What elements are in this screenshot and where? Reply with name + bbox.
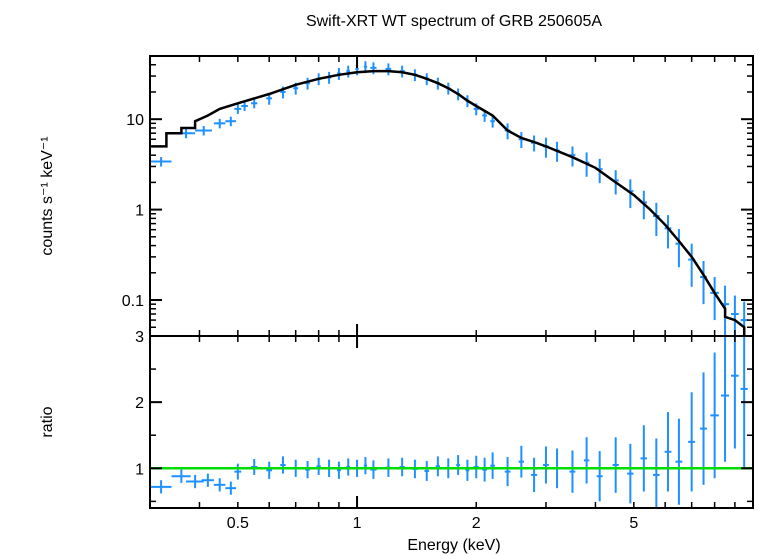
ratio-data-point xyxy=(363,457,368,475)
ratio-data-point xyxy=(399,457,405,477)
y-tick-label: 1 xyxy=(135,203,144,220)
ratio-data-point xyxy=(251,459,258,475)
spectrum-data-point xyxy=(688,243,696,287)
ratio-data-point xyxy=(424,461,430,481)
ratio-data-point xyxy=(234,463,242,480)
spectrum-data-point xyxy=(241,101,248,112)
ratio-data-point xyxy=(731,336,739,449)
ratio-plot-frame xyxy=(149,335,754,509)
ratio-data-point xyxy=(700,372,707,485)
ratio-data-point xyxy=(596,451,603,502)
ratio-data-point xyxy=(664,412,672,492)
spectrum-data-point xyxy=(234,104,242,114)
spectrum-plot-frame xyxy=(149,55,754,337)
ratio-data-point xyxy=(266,461,273,479)
spectrum-y-axis-label: counts s⁻¹ keV⁻¹ xyxy=(39,136,56,255)
x-tick-label: 1 xyxy=(353,515,362,532)
x-tick-label: 0.5 xyxy=(227,515,249,532)
y-tick-label: 0.1 xyxy=(122,293,144,310)
x-axis-label: Energy (keV) xyxy=(407,537,500,554)
ratio-data-point xyxy=(280,456,286,474)
spectrum-data-point xyxy=(305,77,310,90)
ratio-data-point xyxy=(456,455,461,475)
ratio-data-point xyxy=(186,474,204,489)
chart-title: Swift-XRT WT spectrum of GRB 250605A xyxy=(306,13,602,30)
ratio-data-point xyxy=(171,469,191,483)
model-curve xyxy=(150,69,746,336)
ratio-data-point xyxy=(518,445,524,478)
ratio-data-point xyxy=(213,478,226,492)
spectrum-data-point xyxy=(346,65,351,78)
spectrum-data-point xyxy=(150,157,172,167)
ratio-data-point xyxy=(530,457,538,493)
spectrum-data-point xyxy=(490,115,495,128)
ratio-data-point xyxy=(504,457,511,487)
ratio-data-point xyxy=(652,438,660,508)
spectrum-data-layer xyxy=(150,61,748,336)
ratio-data-point xyxy=(473,455,479,479)
spectrum-panel: 10 1 0.1 counts s⁻¹ keV⁻¹ xyxy=(39,55,754,337)
spectrum-data-point xyxy=(251,98,258,109)
ratio-data-point xyxy=(201,473,214,487)
x-tick-label: 2 xyxy=(472,515,481,532)
ratio-y-tick-label: 3 xyxy=(135,329,144,346)
ratio-data-point xyxy=(543,446,549,484)
spectrum-data-point xyxy=(385,63,392,76)
ratio-data-point xyxy=(435,456,440,477)
spectrum-data-point xyxy=(518,132,524,149)
ratio-data-point xyxy=(305,461,310,479)
ratio-data-point xyxy=(225,481,237,495)
ratio-data-point xyxy=(569,450,576,493)
spectrum-data-point xyxy=(675,229,683,268)
ratio-y-axis-label: ratio xyxy=(39,406,56,437)
ratio-data-point xyxy=(482,457,488,482)
ratio-data-layer xyxy=(150,336,753,508)
ratio-data-point xyxy=(316,457,321,475)
ratio-data-point xyxy=(675,418,683,505)
ratio-data-point xyxy=(465,459,470,481)
spectrum-data-point xyxy=(225,116,237,127)
ratio-data-point xyxy=(612,437,619,493)
ratio-data-point xyxy=(627,443,634,504)
ratio-data-point xyxy=(336,461,341,479)
ratio-data-point xyxy=(150,480,172,494)
ratio-data-point xyxy=(710,352,719,479)
spectrum-data-point xyxy=(213,118,226,129)
y-tick-label: 10 xyxy=(126,112,144,129)
spectrum-data-point xyxy=(700,261,707,305)
ratio-data-point xyxy=(640,425,648,492)
ratio-y-tick-label: 2 xyxy=(135,395,144,412)
spectrum-data-point xyxy=(731,295,739,336)
ratio-panel: 3 2 1 0.5 1 2 5 ratio xyxy=(39,329,754,532)
ratio-data-point xyxy=(583,437,590,484)
x-tick-label: 5 xyxy=(629,515,638,532)
ratio-data-point xyxy=(688,392,696,492)
ratio-data-point xyxy=(720,336,730,462)
ratio-data-point xyxy=(346,458,351,476)
spectrum-axes: 10 1 0.1 xyxy=(122,56,753,336)
ratio-y-tick-label: 1 xyxy=(135,461,144,478)
ratio-data-point xyxy=(490,452,495,479)
spectrum-data-point xyxy=(195,126,212,136)
ratio-axes: 3 2 1 0.5 1 2 5 xyxy=(135,329,753,532)
ratio-data-point xyxy=(370,460,377,479)
